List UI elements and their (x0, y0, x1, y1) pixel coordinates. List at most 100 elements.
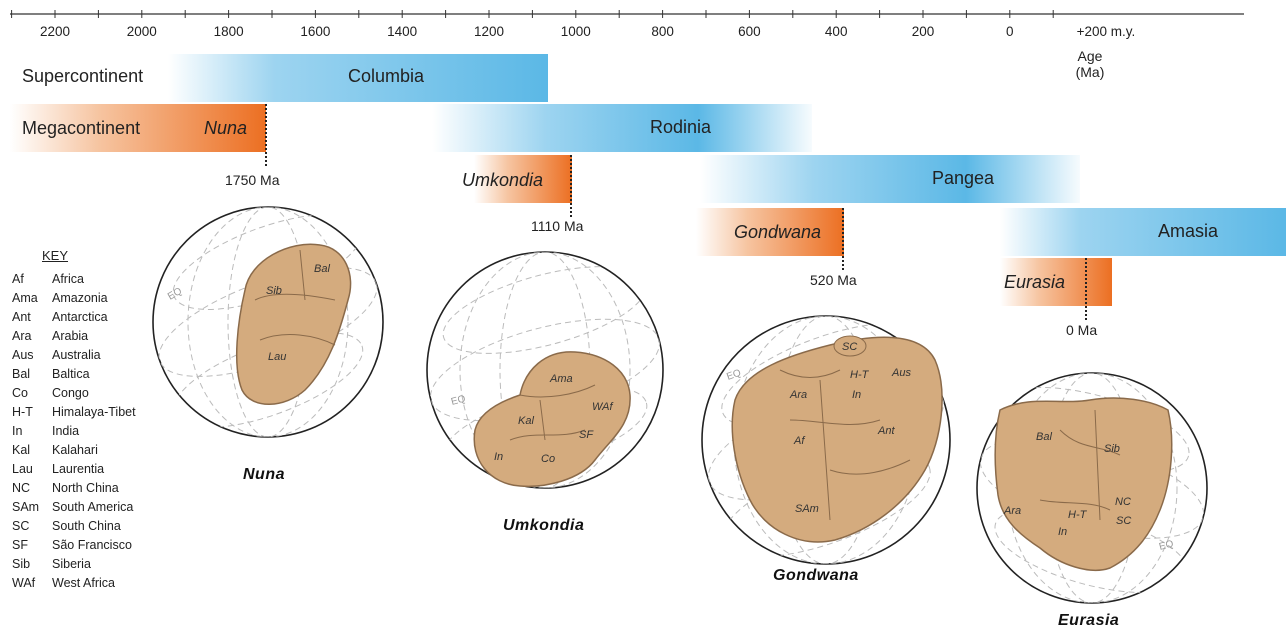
key-name: South America (52, 500, 134, 514)
nuna-age-marker (265, 104, 267, 166)
megacontinent-row-label: Megacontinent (22, 118, 141, 138)
key-item: Kal Kalahari (12, 443, 98, 457)
eurasia-block-bal: Bal (1036, 431, 1052, 443)
eurasia-block-ara: Ara (1003, 505, 1021, 517)
columbia-bar (168, 54, 548, 102)
axis-tick-label: 800 (651, 24, 674, 39)
key-item: Lau Laurentia (12, 462, 104, 476)
key-abbr: Af (12, 272, 24, 286)
key-abbr: Bal (12, 367, 31, 381)
axis-tick-label: 600 (738, 24, 761, 39)
eurasia-globe: EQ Bal Sib NC SC H-T In Ara (976, 372, 1208, 604)
amasia-label: Amasia (1158, 221, 1219, 241)
key-item: Ara Arabia (12, 329, 88, 343)
axis-tick-label: 2200 (39, 24, 71, 39)
axis-tick-label: 0 (1006, 24, 1014, 39)
umkondia-landmass (473, 351, 631, 488)
key-abbr: NC (12, 481, 31, 495)
key-abbr: Lau (12, 462, 33, 476)
gondwana-block-ara: Ara (789, 389, 807, 401)
umkondia-block-co: Co (541, 453, 555, 465)
key-abbr: SAm (12, 500, 40, 514)
time-axis (10, 10, 1244, 18)
key-name: Antarctica (52, 310, 108, 324)
umkondia-age-label: 1110 Ma (531, 218, 584, 234)
key-item: SF São Francisco (12, 538, 132, 552)
key-item: Af Africa (12, 272, 84, 286)
eurasia-eq-label: EQ (1158, 538, 1175, 552)
key-abbr: SC (12, 519, 30, 533)
supercontinent-row-label: Supercontinent (22, 66, 144, 86)
key-name: Africa (52, 272, 84, 286)
umkondia-age-marker (570, 155, 572, 217)
key-abbr: Ant (12, 310, 31, 324)
key-item: NC North China (12, 481, 119, 495)
umkondia-bar (474, 155, 572, 203)
key-abbr: H-T (12, 405, 33, 419)
gondwana-block-sam: SAm (795, 503, 819, 515)
eurasia-age-label: 0 Ma (1066, 322, 1098, 338)
key-name: Australia (52, 348, 101, 362)
gondwana-block-ant: Ant (877, 425, 895, 437)
eurasia-block-sib: Sib (1104, 443, 1120, 455)
axis-tick-label: 1200 (473, 24, 505, 39)
columbia-label: Columbia (348, 66, 425, 86)
axis-tick-label: 1400 (387, 24, 418, 39)
gondwana-age-label: 520 Ma (810, 272, 857, 288)
axis-tick-label: +200 m.y. (1076, 24, 1136, 39)
gondwana-label: Gondwana (734, 222, 822, 242)
gondwana-globe: EQ SC H-T In Aus Ara Af Ant SAm (701, 315, 951, 565)
pangea-bar (700, 155, 1080, 203)
eurasia-block-ht: H-T (1068, 509, 1088, 521)
eurasia-label: Eurasia (1004, 272, 1066, 292)
rodinia-bar (432, 104, 812, 152)
key-item: Sib Siberia (12, 557, 91, 571)
umkondia-block-ama: Ama (549, 373, 573, 385)
key-abbr: Ara (12, 329, 32, 343)
key-name: North China (52, 481, 119, 495)
age-axis-label: Age (Ma) (1075, 48, 1105, 80)
nuna-landmass (235, 243, 352, 405)
gondwana-block-sc: SC (842, 341, 857, 353)
umkondia-block-kal: Kal (518, 415, 534, 427)
key-item: SAm South America (12, 500, 133, 514)
umkondia-label: Umkondia (462, 170, 544, 190)
key-name: West Africa (52, 576, 115, 590)
key-item: WAf West Africa (12, 576, 115, 590)
key-abbr: Kal (12, 443, 31, 457)
key-item: Aus Australia (12, 348, 101, 362)
key-item: Ant Antarctica (12, 310, 108, 324)
key-item: Ama Amazonia (12, 291, 108, 305)
gondwana-block-af: Af (793, 435, 805, 447)
axis-tick-label: 1600 (300, 24, 331, 39)
gondwana-block-aus: Aus (891, 367, 911, 379)
gondwana-block-ht: H-T (850, 369, 870, 381)
nuna-caption: Nuna (243, 466, 285, 483)
key-name: Siberia (52, 557, 91, 571)
rodinia-label: Rodinia (650, 117, 712, 137)
nuna-globe: EQ Sib Bal Lau (152, 206, 384, 438)
umkondia-block-in: In (494, 451, 503, 463)
key-item: Bal Baltica (12, 367, 90, 381)
nuna-label: Nuna (204, 118, 248, 138)
eurasia-bar (1000, 258, 1112, 306)
key-abbr: Sib (12, 557, 31, 571)
umkondia-caption: Umkondia (503, 517, 585, 534)
umkondia-globe: EQ Ama WAf Kal SF In Co (426, 251, 664, 489)
key-abbr: WAf (12, 576, 36, 590)
amasia-bar (1000, 208, 1286, 256)
key-name: Baltica (52, 367, 90, 381)
key-name: Arabia (52, 329, 89, 343)
key-name: Kalahari (52, 443, 98, 457)
key-abbr: Co (12, 386, 28, 400)
axis-tick-label: 400 (824, 24, 848, 39)
eurasia-block-nc: NC (1115, 496, 1131, 508)
key-abbr: Aus (12, 348, 34, 362)
key-abbr: SF (12, 538, 28, 552)
nuna-block-sib: Sib (266, 285, 282, 297)
eurasia-block-sc: SC (1116, 515, 1131, 527)
key-item: H-T Himalaya-Tibet (12, 405, 136, 419)
eurasia-age-marker (1085, 258, 1087, 320)
